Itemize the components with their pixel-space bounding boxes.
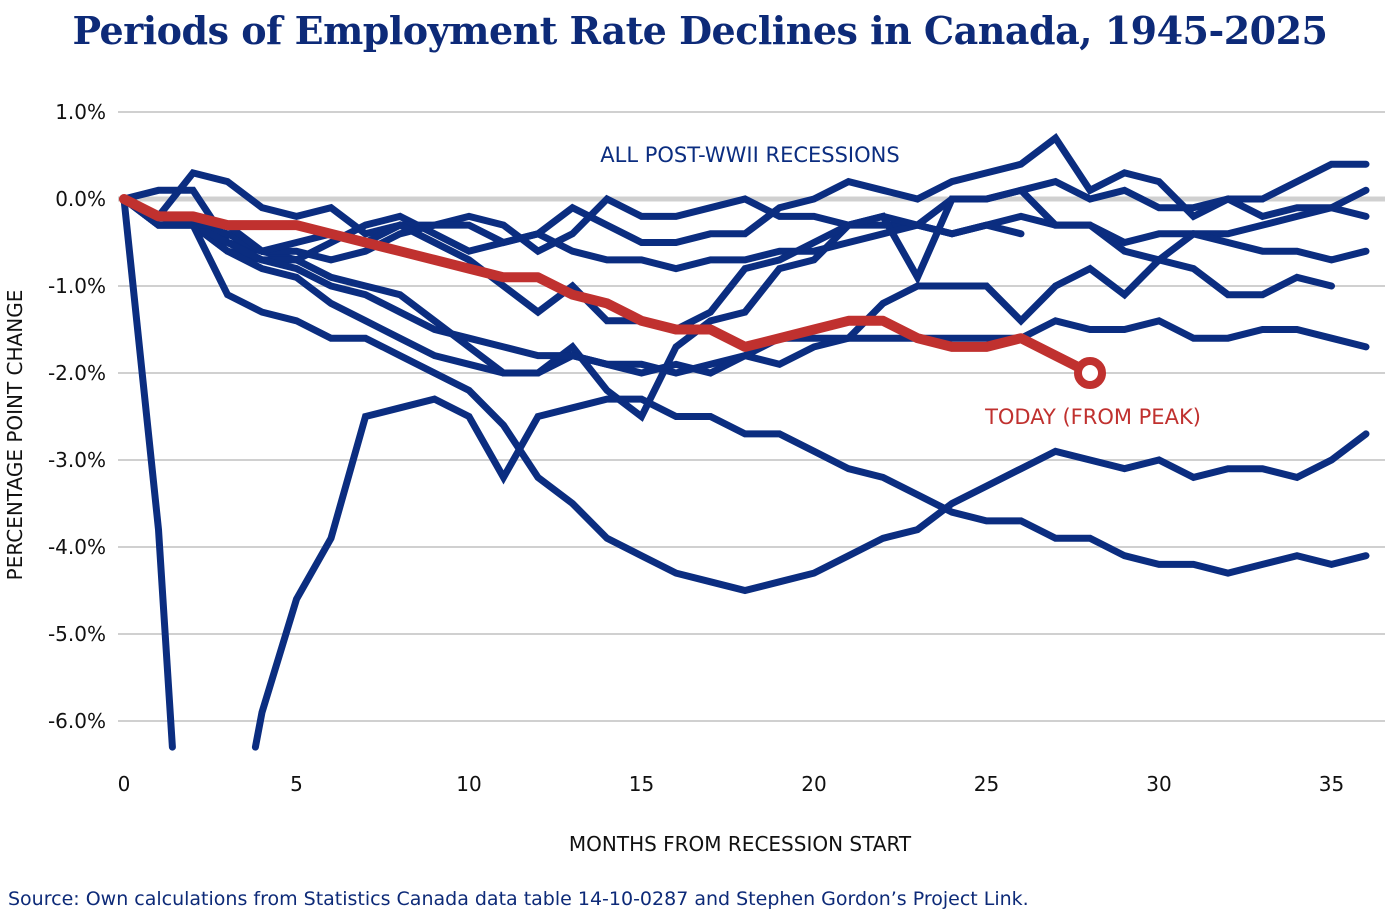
x-axis-ticks: 0 5 10 15 20 25 30 35 <box>118 772 1345 796</box>
y-tick-label: -3.0% <box>48 448 106 472</box>
x-tick-label: 35 <box>1319 772 1344 796</box>
x-tick-label: 20 <box>801 772 826 796</box>
x-tick-label: 5 <box>290 772 303 796</box>
x-tick-label: 30 <box>1146 772 1171 796</box>
recession-line <box>120 195 1335 377</box>
recession-line <box>120 195 1370 273</box>
x-tick-label: 15 <box>629 772 654 796</box>
y-tick-label: -6.0% <box>48 709 106 733</box>
line-chart: 1.0% 0.0% -1.0% -2.0% -3.0% -4.0% -5.0% -6.0% 0… <box>3 100 1385 856</box>
y-tick-label: 0.0% <box>55 187 106 211</box>
y-axis-ticks: 1.0% 0.0% -1.0% -2.0% -3.0% -4.0% -5.0% -6.0% <box>48 100 106 733</box>
x-tick-label: 10 <box>456 772 481 796</box>
source-note: Source: Own calculations from Statistics… <box>8 888 1029 910</box>
recession-line <box>120 195 1370 595</box>
chart-title: Periods of Employment Rate Declines in C… <box>72 8 1328 53</box>
y-tick-label: -4.0% <box>48 535 106 559</box>
y-tick-label: 1.0% <box>55 100 106 124</box>
y-axis-label: PERCENTAGE POINT CHANGE <box>3 290 27 581</box>
y-tick-label: -2.0% <box>48 361 106 385</box>
x-axis-label: MONTHS FROM RECESSION START <box>569 832 912 856</box>
recession-line <box>120 195 1025 334</box>
recession-line <box>251 395 1370 751</box>
x-tick-label: 0 <box>118 772 131 796</box>
today-line <box>119 194 1095 378</box>
series-lines <box>119 133 1370 751</box>
x-tick-label: 25 <box>974 772 999 796</box>
y-tick-label: -5.0% <box>48 622 106 646</box>
recession-line <box>120 195 176 751</box>
y-tick-label: -1.0% <box>48 274 106 298</box>
recessions-annotation: ALL POST-WWII RECESSIONS <box>600 143 899 167</box>
today-annotation: TODAY (FROM PEAK) <box>984 405 1201 429</box>
recession-line <box>120 133 1370 264</box>
recession-line <box>120 195 1370 377</box>
today-endpoint-marker <box>1074 357 1106 389</box>
recession-line <box>120 168 1370 256</box>
